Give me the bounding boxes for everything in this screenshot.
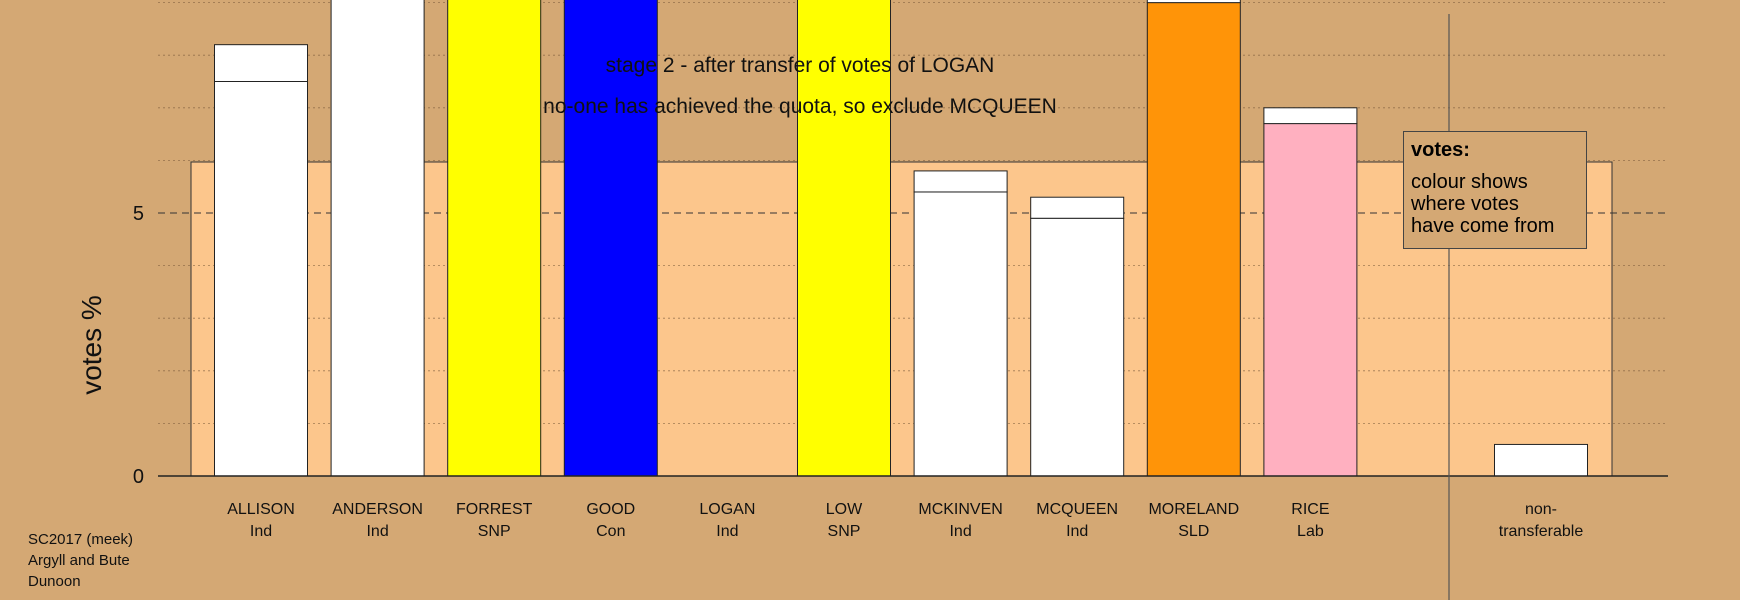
bar-non-transferable xyxy=(1494,443,1588,477)
candidate-name-label: FORREST xyxy=(456,501,533,518)
y-tick-label: 5 xyxy=(133,203,144,225)
candidate-name-label: LOW xyxy=(826,501,863,518)
candidate-party-label: Ind xyxy=(949,523,971,540)
bar-transfer-segment xyxy=(913,170,1008,193)
legend-line: have come from xyxy=(1411,215,1555,237)
bar-first-preference xyxy=(1263,123,1358,477)
bar-first-preference xyxy=(1146,2,1241,477)
legend-line: where votes xyxy=(1411,193,1519,215)
bar-first-preference xyxy=(797,0,891,477)
candidate-name-label: LOGAN xyxy=(699,501,755,518)
candidate-name-label: RICE xyxy=(1291,501,1329,518)
footer-line: Argyll and Bute xyxy=(28,552,130,569)
y-axis-title: votes % xyxy=(76,295,107,395)
chart-title: stage 2 - after transfer of votes of LOG… xyxy=(605,54,995,77)
bar-transfer-segment xyxy=(1030,196,1125,219)
bar-transfer-segment xyxy=(1263,107,1358,125)
plot-area xyxy=(190,161,1613,477)
footer-caption: SC2017 (meek) Argyll and Bute Dunoon xyxy=(28,529,133,592)
candidate-name-label: ANDERSON xyxy=(332,501,423,518)
footer-line: SC2017 (meek) xyxy=(28,531,134,548)
non-transferable-label: non- xyxy=(1525,501,1557,518)
candidate-party-label: Lab xyxy=(1297,523,1324,540)
candidate-party-label: SNP xyxy=(478,523,511,540)
bar-first-preference xyxy=(214,81,308,477)
bar-first-preference xyxy=(1030,217,1125,477)
bar-transfer-segment xyxy=(214,44,308,82)
candidate-party-label: Con xyxy=(596,523,625,540)
candidate-party-label: Ind xyxy=(366,523,388,540)
candidate-party-label: SLD xyxy=(1178,523,1209,540)
candidate-name-label: MCQUEEN xyxy=(1036,501,1118,518)
candidate-name-label: MORELAND xyxy=(1148,501,1239,518)
bar-first-preference xyxy=(447,0,542,477)
legend-line: colour shows xyxy=(1411,171,1528,193)
candidate-name-label: GOOD xyxy=(586,501,635,518)
y-tick-label: 0 xyxy=(133,466,144,488)
candidate-name-label: ALLISON xyxy=(227,501,295,518)
candidate-party-label: Ind xyxy=(716,523,738,540)
candidate-name-label: MCKINVEN xyxy=(918,501,1002,518)
candidate-party-label: Ind xyxy=(250,523,272,540)
legend-title: votes: xyxy=(1411,139,1470,161)
candidate-party-label: SNP xyxy=(828,523,861,540)
candidate-party-label: Ind xyxy=(1066,523,1088,540)
bar-first-preference xyxy=(913,191,1008,477)
legend-box: votes: colour shows where votes have com… xyxy=(1403,131,1587,249)
bar-transfer-segment xyxy=(1146,0,1241,4)
footer-line: Dunoon xyxy=(28,573,81,590)
chart-subtitle: no-one has achieved the quota, so exclud… xyxy=(543,95,1057,118)
non-transferable-label: transferable xyxy=(1499,523,1584,540)
